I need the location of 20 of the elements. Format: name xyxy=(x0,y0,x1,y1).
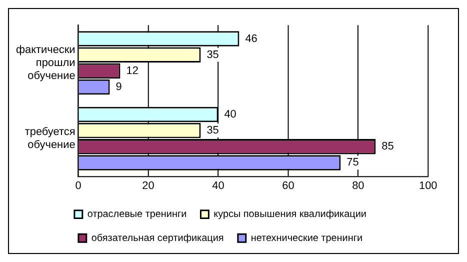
x-tick-label: 20 xyxy=(142,180,154,192)
legend-label: обязательная сертификация xyxy=(91,232,224,244)
data-label: 46 xyxy=(245,32,258,45)
x-tick-label: 0 xyxy=(75,180,82,192)
legend-label: нетехнические тренинги xyxy=(250,232,363,244)
x-tick-label: 80 xyxy=(352,180,364,192)
legend-label: курсы повышения квалификации xyxy=(214,209,366,220)
legend-label: отраслевые тренинги xyxy=(87,209,187,220)
data-label: 35 xyxy=(206,124,219,137)
data-label: 40 xyxy=(224,108,236,120)
data-label: 75 xyxy=(346,156,359,169)
x-tick-label: 60 xyxy=(282,180,294,192)
x-tick-label: 100 xyxy=(419,180,438,192)
x-tick-label: 40 xyxy=(212,180,224,192)
data-label: 85 xyxy=(382,140,394,153)
data-label: 9 xyxy=(116,81,122,94)
y-tick-label: требуется обучение xyxy=(24,126,76,152)
y-tick-label: фактически прошли обучение xyxy=(16,44,76,82)
data-label: 12 xyxy=(126,64,138,77)
data-label: 35 xyxy=(206,48,219,61)
